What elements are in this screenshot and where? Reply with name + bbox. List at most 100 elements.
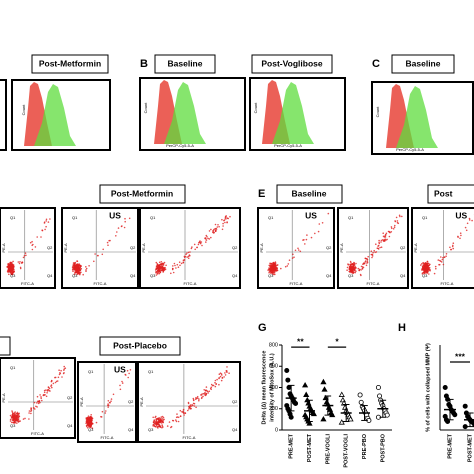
- event-dot: [156, 266, 159, 268]
- event-dot: [429, 269, 431, 272]
- event-dot: [86, 423, 89, 425]
- event-dot: [86, 427, 89, 429]
- event-dot: [175, 267, 177, 269]
- event-dot: [183, 255, 186, 258]
- event-dot: [198, 242, 200, 244]
- event-dot: [269, 269, 272, 272]
- event-dot: [215, 383, 218, 385]
- event-dot: [200, 394, 202, 396]
- quadrant-label: Q4: [232, 273, 238, 278]
- event-dot: [85, 420, 88, 423]
- axis-label: PE-A: [413, 243, 418, 253]
- event-dot: [120, 225, 123, 228]
- event-dot: [225, 370, 228, 372]
- event-dot: [214, 379, 217, 382]
- event-dot: [211, 384, 214, 387]
- event-dot: [175, 419, 177, 421]
- event-dot: [19, 267, 22, 270]
- event-dot: [310, 236, 313, 239]
- event-dot: [438, 263, 441, 266]
- event-dot: [222, 225, 224, 227]
- event-dot: [12, 260, 14, 263]
- event-dot: [210, 228, 212, 231]
- event-dot: [11, 411, 14, 414]
- event-dot: [79, 266, 82, 269]
- event-dot: [370, 253, 373, 256]
- axis-label: PE-A: [79, 397, 84, 407]
- event-dot: [286, 265, 289, 267]
- event-dot: [160, 416, 163, 418]
- event-dot: [195, 406, 197, 409]
- event-dot: [59, 372, 62, 375]
- event-dot: [41, 229, 44, 232]
- event-dot: [394, 220, 396, 222]
- event-dot: [437, 259, 440, 261]
- event-dot: [267, 269, 269, 271]
- event-dot: [91, 427, 94, 430]
- event-dot: [198, 399, 200, 402]
- event-dot: [154, 416, 156, 419]
- event-dot: [442, 256, 444, 259]
- quadrant-label: Q2: [67, 395, 73, 400]
- event-dot: [396, 221, 399, 224]
- event-dot: [184, 412, 187, 415]
- panel-letter: H: [398, 322, 406, 334]
- event-dot: [10, 267, 13, 269]
- event-dot: [468, 219, 471, 221]
- dot-plot-frame: [0, 357, 76, 439]
- event-dot: [318, 223, 321, 225]
- event-dot: [57, 376, 60, 379]
- event-dot: [270, 271, 273, 273]
- event-dot: [268, 267, 270, 269]
- axis-label: FITC-A: [94, 281, 107, 286]
- event-dot: [201, 396, 203, 399]
- data-point: [358, 399, 364, 405]
- event-dot: [193, 402, 196, 405]
- event-dot: [203, 389, 205, 391]
- event-dot: [394, 224, 396, 227]
- event-dot: [270, 266, 272, 269]
- event-dot: [15, 419, 17, 421]
- event-dot: [156, 426, 159, 428]
- event-dot: [63, 372, 65, 374]
- event-dot: [153, 425, 156, 427]
- event-dot: [228, 372, 230, 375]
- event-dot: [119, 388, 122, 391]
- event-dot: [94, 253, 96, 255]
- event-dot: [377, 244, 380, 247]
- event-dot: [382, 232, 385, 234]
- event-dot: [109, 401, 111, 404]
- event-dot: [85, 270, 87, 273]
- axis-label: Count: [253, 102, 258, 114]
- event-dot: [178, 261, 181, 264]
- event-dot: [305, 238, 308, 241]
- event-dot: [32, 407, 35, 409]
- event-dot: [221, 377, 224, 379]
- event-dot: [426, 272, 428, 274]
- event-dot: [349, 266, 352, 269]
- event-dot: [31, 248, 34, 251]
- event-dot: [371, 253, 374, 256]
- event-dot: [205, 394, 207, 396]
- event-dot: [162, 264, 165, 266]
- event-dot: [157, 419, 160, 421]
- event-dot: [158, 261, 161, 264]
- event-dot: [375, 243, 377, 245]
- event-dot: [154, 269, 157, 271]
- event-dot: [371, 256, 373, 259]
- event-dot: [355, 267, 357, 269]
- event-dot: [449, 246, 451, 249]
- axis-label: PerCP-Cy5-5-A: [166, 143, 194, 148]
- label-box: [154, 54, 216, 74]
- panel-label: Post-Placebo: [113, 340, 167, 350]
- event-dot: [156, 273, 159, 275]
- event-dot: [426, 260, 429, 263]
- event-dot: [197, 243, 200, 246]
- event-dot: [288, 259, 291, 262]
- event-dot: [110, 400, 112, 403]
- y-axis-label: intensity of MitoSox (A.U.): [269, 353, 275, 422]
- event-dot: [421, 263, 423, 265]
- event-dot: [160, 261, 163, 263]
- event-dot: [78, 267, 80, 269]
